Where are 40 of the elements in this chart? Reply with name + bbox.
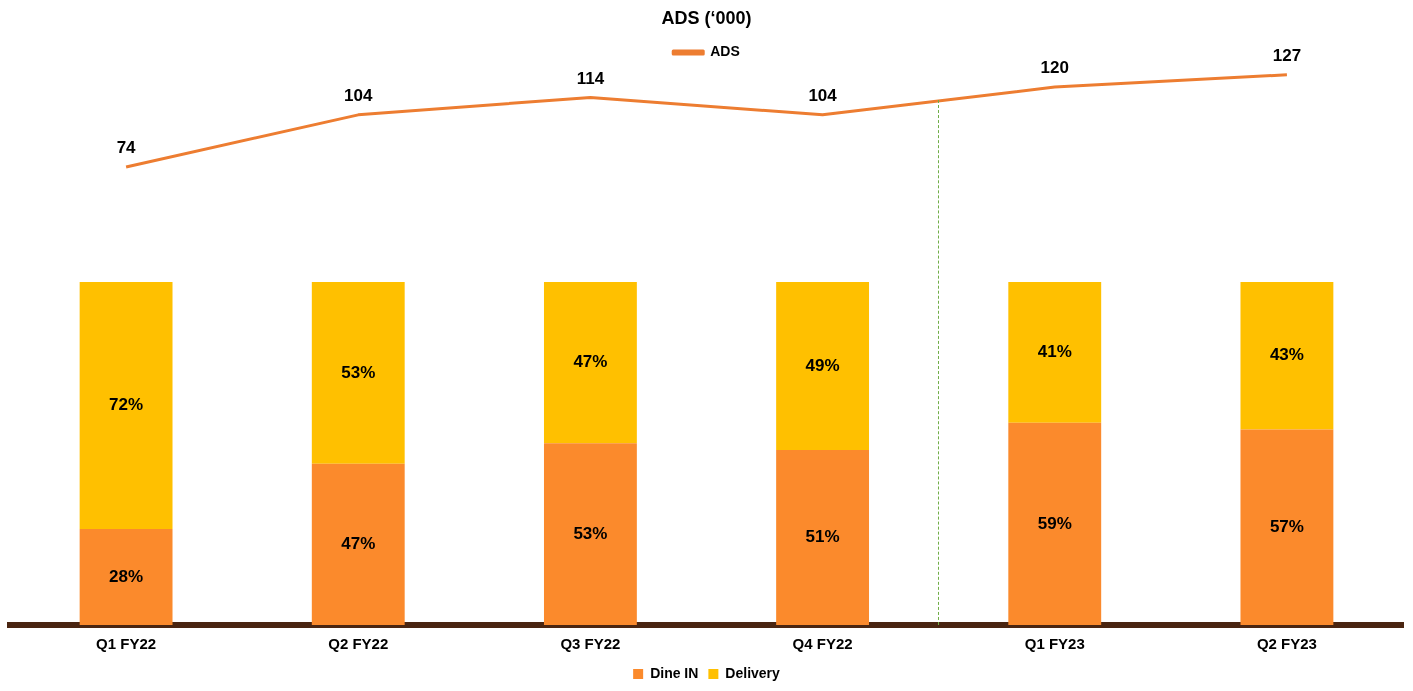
- data-label: 74: [116, 138, 137, 158]
- data-label: 49%: [805, 355, 840, 375]
- bar: [1008, 422, 1102, 625]
- bar: [79, 528, 173, 625]
- data-label: 72%: [109, 395, 144, 415]
- data-label: 51%: [805, 527, 840, 547]
- data-label: 43%: [1269, 345, 1304, 365]
- data-label: 47%: [573, 352, 608, 372]
- data-label: 104: [344, 86, 373, 106]
- bar: [311, 463, 405, 625]
- chart-title: ADS (‘000): [661, 7, 752, 28]
- data-label: 47%: [341, 534, 376, 554]
- data-label: 28%: [109, 566, 144, 586]
- x-tick-label: Q4 FY22: [792, 635, 853, 653]
- data-label: 127: [1272, 46, 1302, 66]
- bar: [79, 282, 173, 529]
- x-tick-label: Q1 FY22: [96, 635, 157, 653]
- bar: [311, 282, 405, 464]
- x-tick-label: Q2 FY23: [1256, 635, 1317, 653]
- bar: [543, 282, 637, 444]
- bar: [1240, 429, 1334, 625]
- legend-label: Delivery: [725, 664, 781, 681]
- bar: [1008, 282, 1102, 423]
- legend-label: ADS: [710, 43, 740, 60]
- bar: [776, 450, 870, 625]
- bar: [543, 443, 637, 625]
- data-label: 59%: [1037, 513, 1072, 533]
- data-label: 104: [808, 86, 838, 106]
- x-tick-label: Q1 FY23: [1024, 635, 1085, 653]
- legend-label: Dine IN: [650, 664, 699, 681]
- data-label: 114: [576, 68, 605, 88]
- data-label: 120: [1040, 58, 1069, 78]
- x-tick-label: Q2 FY22: [328, 635, 389, 653]
- data-label: 57%: [1269, 516, 1304, 536]
- data-label: 53%: [573, 523, 608, 543]
- data-label: 53%: [341, 362, 376, 382]
- bar: [1240, 282, 1334, 430]
- bar: [776, 282, 870, 451]
- x-tick-label: Q3 FY22: [560, 635, 621, 653]
- data-label: 41%: [1037, 342, 1072, 361]
